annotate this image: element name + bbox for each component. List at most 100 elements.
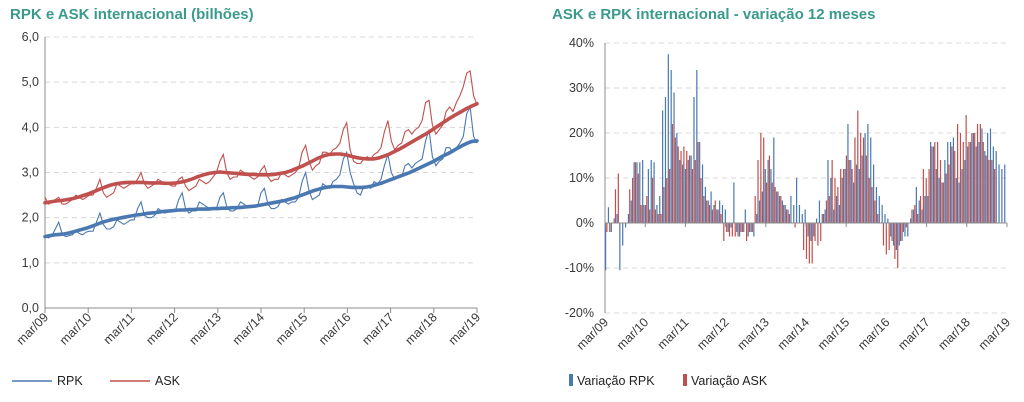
bar-rpk: [924, 196, 926, 223]
y-tick-label: 1,0: [22, 256, 39, 270]
bar-rpk: [969, 142, 972, 223]
bar-rpk: [664, 97, 667, 223]
x-tick-label: mar/18: [936, 315, 973, 352]
bar-ask: [748, 223, 751, 232]
bar-ask: [717, 209, 719, 223]
bar-rpk: [947, 142, 949, 223]
bar-ask: [746, 223, 748, 241]
bar-ask: [737, 223, 739, 237]
bar-ask: [683, 146, 685, 223]
bar-ask: [854, 137, 856, 223]
y-tick-label: 40%: [569, 36, 594, 50]
bar-ask: [974, 133, 976, 223]
bar-ask: [640, 205, 642, 223]
bar-rpk: [704, 187, 706, 223]
bar-rpk: [830, 178, 832, 223]
x-tick-label: mar/17: [359, 310, 396, 347]
bar-rpk: [750, 223, 752, 232]
y-tick-label: 20%: [569, 126, 594, 140]
bar-rpk: [696, 70, 698, 223]
bar-rpk: [875, 187, 878, 223]
bar-rpk: [707, 200, 709, 223]
bar-ask: [840, 169, 842, 223]
bar-rpk: [684, 169, 687, 223]
bar-ask: [914, 205, 916, 223]
bar-rpk: [887, 218, 889, 223]
bar-ask: [814, 223, 816, 241]
bar-ask: [919, 196, 922, 223]
bar-rpk: [736, 223, 738, 232]
bar-ask: [982, 142, 984, 223]
bar-rpk: [861, 155, 863, 223]
bar-rpk: [610, 223, 612, 232]
bar-rpk: [870, 137, 872, 223]
bar-ask: [985, 155, 987, 223]
bar-rpk: [1001, 169, 1003, 223]
bar-rpk: [864, 133, 866, 223]
bar-ask: [939, 160, 942, 223]
bar-ask: [666, 178, 668, 223]
bar-rpk: [989, 128, 992, 223]
bar-ask: [956, 124, 959, 223]
legend-label-rpk: RPK: [57, 374, 83, 388]
bar-rpk: [633, 162, 635, 223]
bar-rpk: [798, 205, 801, 223]
bar-ask: [671, 124, 674, 223]
bar-rpk: [844, 169, 846, 223]
x-tick-label: mar/13: [187, 310, 224, 347]
series-line-rpk-trend: [43, 139, 479, 239]
y-tick-label: 2,0: [22, 211, 39, 225]
bar-ask: [788, 214, 790, 223]
bar-rpk: [676, 133, 678, 223]
bar-rpk: [699, 142, 701, 223]
bar-rpk: [778, 196, 781, 223]
bar-ask: [700, 178, 702, 223]
bar-rpk: [904, 223, 906, 237]
bar-rpk: [815, 218, 818, 223]
bar-ask: [677, 146, 679, 223]
left-chart-title: RPK e ASK internacional (bilhões): [10, 6, 254, 23]
bar-rpk: [967, 146, 969, 223]
x-tick-label: mar/10: [614, 315, 651, 352]
bar-ask: [731, 223, 733, 237]
x-tick-label: mar/15: [815, 315, 852, 352]
bar-ask: [842, 169, 845, 223]
bar-ask: [708, 205, 711, 223]
bar-ask: [945, 173, 947, 223]
bar-ask: [657, 214, 659, 223]
bar-rpk: [907, 223, 909, 237]
x-tick-label: mar/13: [735, 315, 772, 352]
bar-rpk: [784, 205, 786, 223]
bar-ask: [954, 151, 956, 223]
bar-rpk: [613, 218, 615, 223]
x-tick-label: mar/09: [574, 315, 611, 352]
bar-rpk: [932, 146, 935, 223]
bar-rpk: [867, 124, 869, 223]
bar-ask: [976, 124, 979, 223]
legend-label-ask: ASK: [155, 374, 181, 388]
bar-rpk: [941, 182, 943, 223]
bar-rpk: [739, 223, 741, 237]
bar-rpk: [841, 178, 843, 223]
bar-rpk: [984, 151, 986, 223]
bar-ask: [649, 209, 651, 223]
y-tick-label: 6,0: [22, 30, 39, 44]
bar-ask: [643, 205, 645, 223]
bar-rpk: [915, 187, 917, 223]
bar-rpk: [622, 223, 624, 246]
bar-ask: [680, 151, 682, 223]
bar-ask: [631, 178, 634, 223]
bar-rpk: [659, 196, 661, 223]
bar-ask: [922, 169, 924, 223]
bar-rpk: [647, 169, 649, 223]
bar-ask: [768, 155, 771, 223]
bar-rpk: [681, 164, 684, 223]
x-tick-label: mar/10: [57, 310, 94, 347]
bar-rpk: [821, 214, 823, 223]
bar-rpk: [912, 209, 915, 223]
bar-ask: [942, 182, 944, 223]
bar-ask: [917, 214, 919, 223]
rpk-ask-line-chart: RPK e ASK internacional (bilhões) 0,0 1,0…: [0, 0, 500, 402]
bar-rpk: [895, 223, 898, 250]
